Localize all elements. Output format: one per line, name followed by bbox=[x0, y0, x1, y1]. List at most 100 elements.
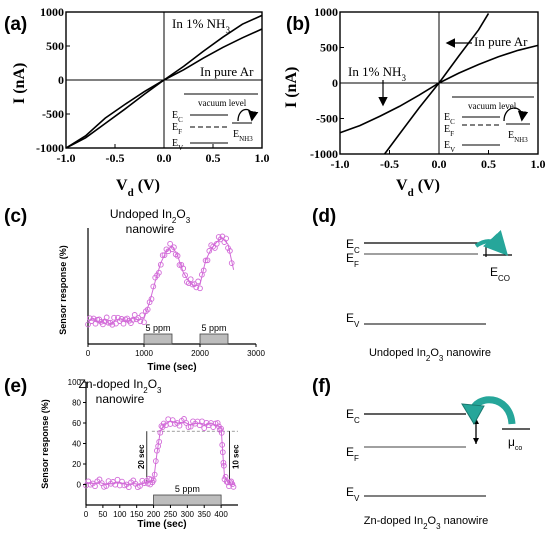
data-point-c bbox=[202, 257, 209, 264]
x-tick-label-e: 250 bbox=[164, 510, 178, 519]
enh3-label-a: ENH3 bbox=[233, 129, 253, 143]
panel-e: (e) Zn-doped In2O3 nanowire 5 ppm 20 sec… bbox=[4, 376, 241, 530]
title-c: Undoped In2O3 bbox=[110, 207, 191, 225]
data-point-c bbox=[180, 265, 187, 272]
axis-ticks-c: 0 1000 2000 3000 bbox=[86, 344, 265, 358]
series-line-c bbox=[87, 237, 235, 326]
data-point-c bbox=[195, 278, 201, 285]
data-point-c bbox=[87, 315, 93, 322]
x-tick-label-e: 150 bbox=[130, 510, 144, 519]
data-point-e bbox=[137, 483, 143, 489]
y-axis-label-c: Sensor response (%) bbox=[58, 245, 68, 335]
series-lines-a bbox=[65, 14, 263, 149]
data-point-c bbox=[157, 261, 164, 268]
data-point-e bbox=[157, 429, 164, 436]
data-point-c bbox=[228, 260, 235, 266]
y-tick-label-b: 1000 bbox=[314, 5, 338, 19]
data-point-c bbox=[225, 245, 231, 251]
ef-label-a: EF bbox=[172, 122, 182, 136]
data-point-c bbox=[223, 235, 229, 242]
caption-f: Zn-doped In2O3 nanowire bbox=[364, 515, 489, 531]
data-point-c bbox=[150, 283, 157, 290]
data-point-c bbox=[174, 252, 181, 259]
x-tick-label-b: 0.0 bbox=[432, 157, 447, 171]
data-points-e bbox=[83, 416, 237, 491]
transfer-arrow-a bbox=[237, 108, 259, 122]
response-time-label: 20 sec bbox=[137, 444, 146, 469]
data-point-e bbox=[92, 483, 98, 490]
gas-bar-label-c-1: 5 ppm bbox=[201, 323, 226, 333]
data-point-c bbox=[141, 319, 147, 326]
panel-label-b: (b) bbox=[286, 14, 310, 35]
mu-label-f: μco bbox=[508, 435, 522, 452]
data-point-e bbox=[220, 459, 227, 466]
title-e: Zn-doped In2O3 bbox=[79, 377, 163, 395]
y-tick-label-a: 500 bbox=[46, 39, 64, 53]
series-lines-b bbox=[339, 12, 539, 155]
y-tick-label-b: -500 bbox=[316, 112, 338, 126]
y-tick-label-b: 0 bbox=[332, 76, 338, 90]
y-tick-label-e: 80 bbox=[72, 399, 81, 408]
double-arrow-heads-f bbox=[473, 418, 479, 444]
data-point-c bbox=[227, 248, 233, 254]
x-tick-label-a: -0.5 bbox=[106, 151, 125, 165]
x-tick-label-c: 2000 bbox=[191, 349, 209, 358]
x-tick-label-e: 50 bbox=[98, 510, 107, 519]
data-points-c bbox=[85, 233, 235, 328]
data-point-c bbox=[139, 312, 145, 319]
data-point-e bbox=[214, 420, 221, 426]
ef-label-b: EF bbox=[444, 124, 454, 138]
y-tick-label-e: 60 bbox=[72, 419, 81, 428]
x-tick-label-b: 1.0 bbox=[531, 157, 546, 171]
data-point-e bbox=[222, 473, 229, 480]
gas-bars-c: 5 ppm 5 ppm bbox=[143, 323, 229, 345]
title-c-line2: nanowire bbox=[126, 222, 175, 236]
y-tick-label-e: 20 bbox=[72, 460, 81, 469]
data-point-e bbox=[125, 484, 132, 491]
y-tick-label-e: 40 bbox=[72, 440, 81, 449]
x-tick-label-a: 0.0 bbox=[157, 151, 172, 165]
data-point-c bbox=[156, 269, 162, 276]
gas-bar-label-c-0: 5 ppm bbox=[145, 323, 170, 333]
data-point-e bbox=[230, 484, 237, 490]
panel-f: (f) EC EF μco EV Zn-doped In2O3 nanowire bbox=[312, 376, 530, 531]
x-tick-label-e: 100 bbox=[113, 510, 127, 519]
x-tick-label-e: 300 bbox=[181, 510, 195, 519]
data-point-c bbox=[167, 240, 173, 247]
data-point-c bbox=[197, 285, 203, 292]
data-point-c bbox=[148, 296, 155, 302]
data-point-c bbox=[118, 316, 125, 322]
data-point-e bbox=[150, 477, 157, 484]
data-point-e bbox=[219, 449, 226, 456]
ev-label-f: EV bbox=[346, 485, 360, 503]
teal-arrow-head-f bbox=[461, 403, 485, 425]
eco-label-d: ECO bbox=[490, 265, 510, 283]
gas-bar-c-0 bbox=[143, 333, 173, 345]
y-tick-label-e: 100 bbox=[68, 378, 82, 387]
y-tick-label-a: -500 bbox=[42, 107, 64, 121]
y-axis-label-a: I (nA) bbox=[11, 63, 28, 104]
data-point-c bbox=[103, 314, 110, 321]
panel-b: (b) -1.0 -0.5 0.0 0.5 1.0 -1000 -500 0 500 1000 V… bbox=[283, 5, 546, 199]
panel-label-c: (c) bbox=[4, 206, 27, 227]
data-point-e bbox=[219, 442, 226, 448]
data-point-c bbox=[187, 276, 194, 283]
ec-label-f: EC bbox=[346, 407, 360, 425]
teal-arrow-d bbox=[474, 230, 509, 256]
data-point-e bbox=[217, 426, 223, 433]
data-point-c bbox=[143, 308, 149, 315]
gas-bar-c-1 bbox=[199, 333, 229, 345]
gas-bars-e: 5 ppm bbox=[153, 484, 222, 506]
ec-label-b: EC bbox=[444, 112, 455, 126]
x-tick-label-c: 0 bbox=[86, 349, 91, 358]
data-point-e bbox=[187, 423, 194, 430]
y-axis-label-b: I (nA) bbox=[283, 67, 300, 108]
ec-label-a: EC bbox=[172, 110, 183, 124]
axis-ticks-a: -1.0 -0.5 0.0 0.5 1.0 -1000 -500 0 500 1000 bbox=[36, 5, 270, 165]
x-tick-label-a: -1.0 bbox=[57, 151, 76, 165]
data-point-e bbox=[156, 438, 163, 445]
data-point-c bbox=[85, 321, 91, 328]
gas-bar-e-0 bbox=[153, 494, 222, 506]
data-point-c bbox=[161, 252, 168, 258]
caption-d: Undoped In2O3 nanowire bbox=[369, 347, 491, 363]
